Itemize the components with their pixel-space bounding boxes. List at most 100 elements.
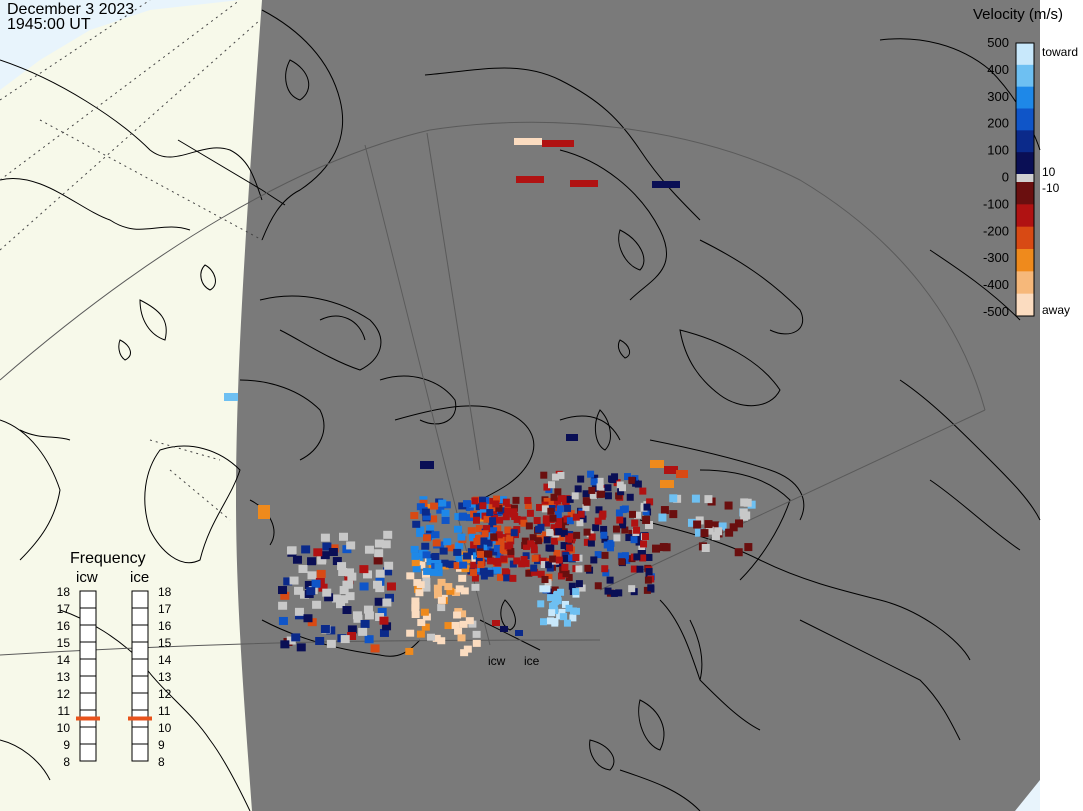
echo-cell [375, 569, 385, 578]
echo-cell [280, 591, 290, 600]
echo-cell [549, 555, 557, 563]
echo-cell [729, 523, 738, 532]
echo-cell [628, 510, 636, 518]
echo-cell [416, 630, 425, 638]
echo-cell [437, 637, 446, 645]
frequency-cell [131, 607, 149, 626]
echo-cell [583, 538, 591, 546]
echo-cell [382, 622, 392, 631]
echo-cell [489, 548, 498, 556]
echo-cell [384, 561, 394, 570]
echo-cell [470, 561, 478, 569]
echo-cell [278, 586, 288, 595]
echo-cell [693, 520, 702, 529]
echo-cell [554, 597, 562, 605]
radar-ice-label: ice [524, 654, 540, 668]
echo-cell [600, 525, 608, 533]
echo-cell [294, 586, 304, 595]
echo-cell [462, 556, 471, 564]
echo-cell [615, 589, 623, 597]
echo-cell [416, 529, 425, 537]
echo-cell [562, 555, 570, 563]
frequency-cell [131, 624, 149, 643]
echo-cell [493, 525, 502, 533]
echo-cell [565, 604, 573, 612]
echo-cell [430, 502, 439, 510]
dayside-grid [0, 0, 263, 521]
freq-column-icw-label: icw [76, 569, 98, 586]
echo-cell [621, 552, 629, 560]
echo-cell [441, 509, 450, 517]
echo-cell [575, 580, 583, 588]
echo-cell [467, 527, 476, 535]
frequency-cell [79, 590, 97, 609]
echo-cell [547, 594, 555, 602]
echo-cell [543, 585, 551, 593]
echo-cell [479, 502, 487, 510]
echo-cell [521, 537, 529, 545]
frequency-scale-label: 8 [158, 755, 165, 769]
echo-cell [346, 541, 356, 550]
echo-cell [592, 524, 600, 532]
echo-cell [600, 531, 608, 539]
echo-cell [300, 590, 310, 599]
echo-cell [734, 548, 743, 557]
echo-cell [542, 140, 574, 147]
colorbar-toward-band [1016, 108, 1034, 131]
frequency-cell [131, 658, 149, 677]
echo-cell [616, 516, 624, 524]
echo-cell [640, 540, 648, 548]
echo-cell [542, 516, 550, 524]
echo-cell [352, 611, 362, 620]
echo-cell [486, 569, 494, 577]
echo-cell [714, 527, 723, 536]
echo-cell [483, 525, 491, 533]
echo-cell [518, 560, 526, 568]
frequency-cell [131, 726, 149, 745]
echo-cell [500, 555, 508, 563]
echo-cell [476, 511, 485, 519]
frequency-cell [131, 675, 149, 694]
echo-cell [306, 587, 316, 596]
echo-cell [652, 544, 661, 553]
echo-cell [432, 539, 441, 547]
frequency-scale-label: 12 [57, 687, 71, 701]
echo-cell [379, 628, 389, 637]
echo-cell [618, 558, 626, 566]
echo-cell [533, 517, 541, 525]
echo-cell [460, 587, 469, 595]
echo-cell [483, 545, 492, 553]
echo-cell [469, 533, 478, 541]
echo-cell [224, 393, 238, 401]
echo-cell [520, 556, 528, 564]
frequency-cell [131, 590, 149, 609]
echo-cell [633, 553, 641, 561]
echo-cell [364, 611, 374, 620]
echo-cell [525, 522, 533, 530]
terminator-line [177, 139, 286, 206]
colorbar-tick-label: -200 [983, 223, 1009, 238]
echo-cell [560, 529, 568, 537]
echo-cell [477, 561, 485, 569]
echo-cell [591, 474, 599, 482]
echo-cell [412, 565, 421, 573]
echo-cell [548, 481, 556, 489]
echo-cell [557, 471, 565, 479]
echo-cell [551, 537, 559, 545]
echo-cell [487, 557, 495, 565]
echo-cell [740, 498, 749, 507]
echo-cell [662, 543, 671, 552]
echo-cell [502, 498, 510, 506]
echo-cell [539, 618, 547, 626]
echo-cell [615, 492, 623, 500]
echo-cell [652, 181, 680, 188]
echo-cell [601, 565, 609, 573]
frequency-cell [131, 743, 149, 762]
echo-cell [574, 485, 582, 493]
echo-cell [442, 501, 451, 509]
echo-cell [340, 635, 350, 644]
echo-cell [510, 504, 518, 512]
toward-label: toward [1042, 45, 1079, 59]
echo-cell [422, 613, 431, 621]
frequency-marker [128, 716, 152, 721]
